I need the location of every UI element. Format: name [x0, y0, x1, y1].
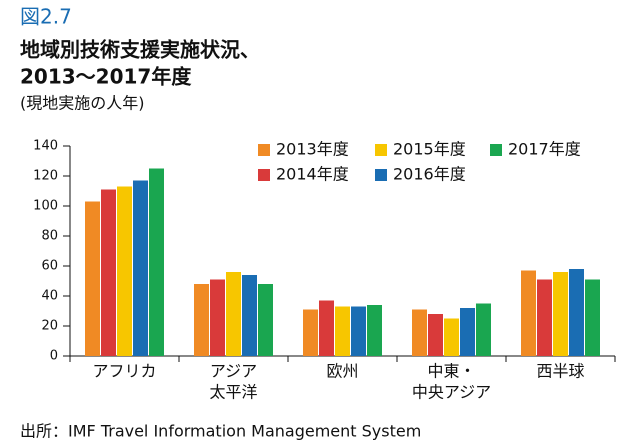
bar: [553, 272, 568, 356]
legend-swatch: [258, 144, 270, 156]
figure-label: 図2.7: [20, 5, 72, 29]
y-tick-label: 120: [33, 169, 58, 184]
legend-label: 2016年度: [393, 165, 466, 184]
bar: [242, 275, 257, 356]
bar: [133, 180, 148, 356]
legend-swatch: [375, 144, 387, 156]
bar: [117, 186, 132, 356]
chart-title: 2013〜2017年度: [20, 65, 192, 89]
y-tick-label: 60: [41, 259, 58, 274]
chart-title: 地域別技術支援実施状況、: [20, 38, 260, 62]
x-tick-label: アジア: [210, 362, 257, 381]
bar: [303, 309, 318, 356]
bar: [85, 201, 100, 356]
x-tick-label: 中東・: [427, 362, 475, 381]
bar: [569, 269, 584, 356]
y-tick-label: 80: [41, 229, 58, 244]
bar: [476, 303, 491, 356]
bar: [210, 279, 225, 356]
bar: [335, 306, 350, 356]
bar: [428, 314, 443, 356]
bar: [412, 309, 427, 356]
x-tick-label: アフリカ: [92, 362, 156, 381]
bar: [258, 284, 273, 356]
bar: [149, 168, 164, 356]
y-tick-label: 20: [41, 319, 58, 334]
legend-swatch: [490, 144, 502, 156]
x-tick-label: 中央アジア: [412, 383, 491, 402]
bar: [521, 270, 536, 356]
bar: [101, 189, 116, 356]
bar: [226, 272, 241, 356]
y-tick-label: 0: [50, 349, 58, 364]
source: 出所：IMF Travel Information Management Sys…: [20, 422, 421, 441]
y-tick-label: 140: [33, 139, 58, 154]
x-tick-label: 西半球: [536, 362, 584, 381]
legend-label: 2013年度: [276, 140, 349, 159]
bar: [194, 284, 209, 356]
bar: [460, 308, 475, 356]
x-tick-label: 太平洋: [209, 383, 257, 402]
bar: [367, 305, 382, 356]
y-tick-label: 100: [33, 199, 58, 214]
bar: [537, 279, 552, 356]
legend-swatch: [258, 169, 270, 181]
x-tick-label: 欧州: [326, 362, 358, 381]
bar: [319, 300, 334, 356]
legend-label: 2014年度: [276, 165, 349, 184]
legend-label: 2017年度: [508, 140, 581, 159]
legend-swatch: [375, 169, 387, 181]
chart-subtitle: (現地実施の人年): [20, 94, 145, 113]
y-tick-label: 40: [41, 289, 58, 304]
bar: [444, 318, 459, 356]
bar: [585, 279, 600, 356]
legend-label: 2015年度: [393, 140, 466, 159]
bar: [351, 306, 366, 356]
